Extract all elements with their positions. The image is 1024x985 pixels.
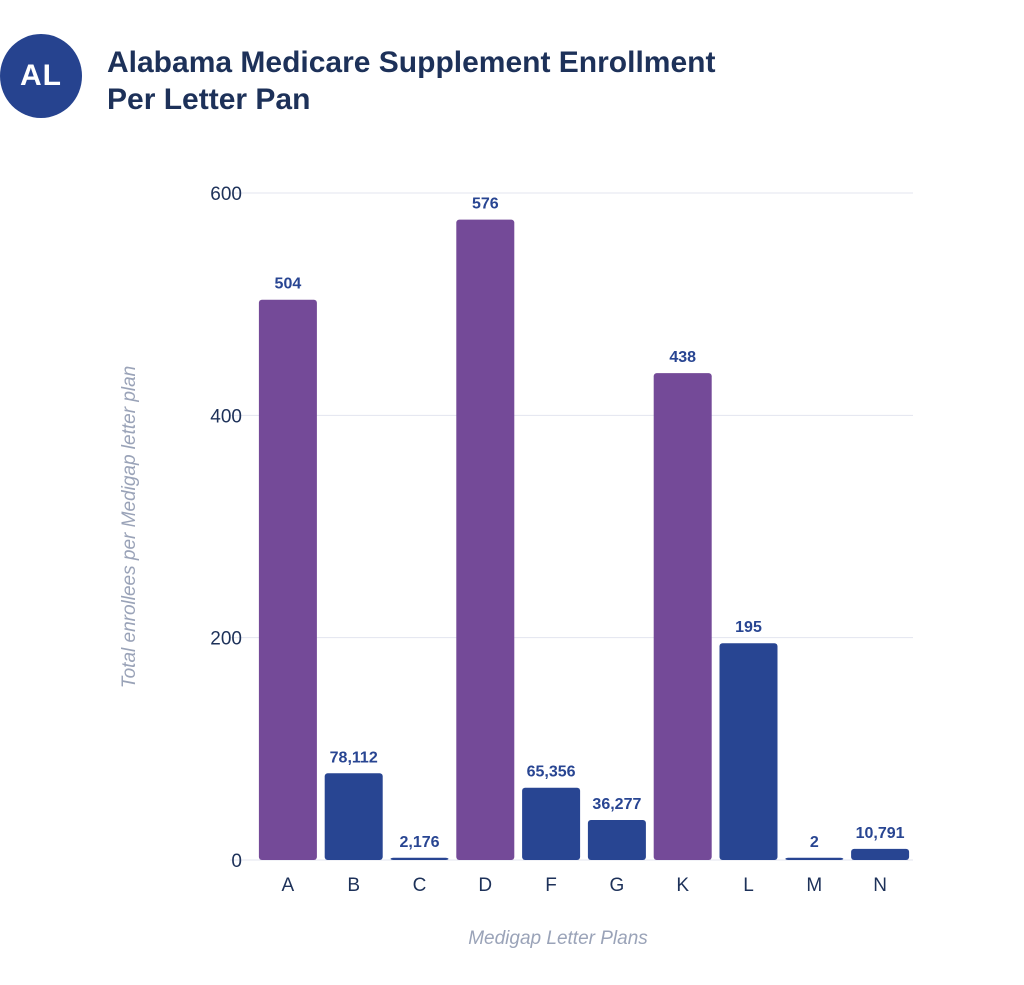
x-tick-label-G: G bbox=[610, 875, 625, 896]
bar-N bbox=[851, 848, 910, 860]
bars bbox=[258, 219, 910, 861]
x-tick-label-F: F bbox=[545, 875, 557, 896]
bar-M bbox=[785, 857, 844, 860]
y-tick-label: 400 bbox=[210, 406, 242, 427]
bar-B bbox=[324, 773, 383, 860]
chart-title-line-2: Per Letter Pan bbox=[107, 83, 311, 116]
x-tick-label-B: B bbox=[347, 875, 360, 896]
x-tick-label-K: K bbox=[676, 875, 689, 896]
data-label-B: 78,112 bbox=[330, 749, 378, 766]
bar-A bbox=[258, 299, 317, 861]
data-label-F: 65,356 bbox=[527, 764, 576, 781]
bar-D bbox=[456, 219, 515, 860]
x-tick-label-A: A bbox=[282, 875, 295, 896]
data-label-D: 576 bbox=[472, 196, 499, 213]
data-label-M: 2 bbox=[810, 834, 819, 851]
y-tick-label: 200 bbox=[210, 629, 242, 650]
x-tick-label-N: N bbox=[873, 875, 887, 896]
x-tick-label-M: M bbox=[806, 875, 822, 896]
x-tick-label-D: D bbox=[478, 875, 492, 896]
data-label-C: 2,176 bbox=[399, 834, 439, 851]
data-label-K: 438 bbox=[669, 349, 696, 366]
state-badge: AL bbox=[0, 34, 82, 118]
bar-G bbox=[587, 819, 646, 860]
data-labels: 504 78,112 2,176 576 65,356 36,277 438 195 2 10,7… bbox=[275, 196, 905, 851]
bar-F bbox=[522, 787, 581, 860]
x-tick-label-C: C bbox=[413, 875, 427, 896]
y-tick-label: 0 bbox=[231, 851, 242, 872]
y-tick-label: 600 bbox=[210, 184, 242, 205]
x-tick-label-L: L bbox=[743, 875, 754, 896]
bar-K bbox=[653, 373, 712, 860]
bar-L bbox=[719, 643, 778, 860]
data-label-A: 504 bbox=[275, 276, 302, 293]
data-label-L: 195 bbox=[735, 619, 762, 636]
chart-title-line-1: Alabama Medicare Supplement Enrollment bbox=[107, 46, 716, 79]
bar-C bbox=[390, 857, 449, 860]
data-label-N: 10,791 bbox=[856, 825, 905, 842]
chart-title: Alabama Medicare Supplement Enrollment P… bbox=[107, 44, 907, 118]
data-label-G: 36,277 bbox=[592, 796, 641, 813]
y-axis-title: Total enrollees per Medigap letter plan bbox=[119, 366, 140, 689]
y-axis-ticks: 0 200 400 600 bbox=[210, 184, 242, 872]
x-axis-title: Medigap Letter Plans bbox=[468, 928, 648, 949]
